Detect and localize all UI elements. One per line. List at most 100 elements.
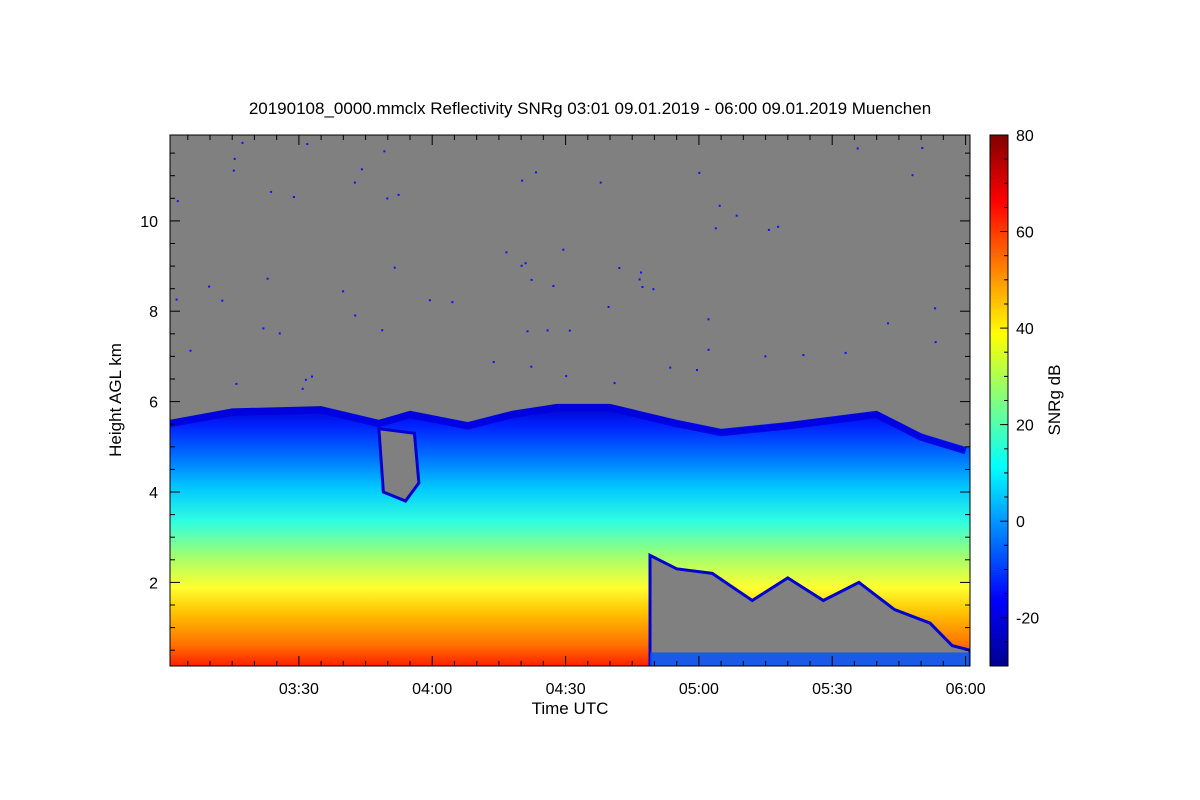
colorbar-label: SNRg dB <box>1045 365 1064 436</box>
noise-pixel <box>856 147 859 150</box>
noise-pixel <box>638 278 641 281</box>
noise-pixel <box>292 196 295 198</box>
plot-frame <box>169 134 971 667</box>
noise-pixel <box>641 286 644 288</box>
noise-pixel <box>844 351 847 354</box>
echo-field <box>170 141 970 666</box>
x-tick-label: 05:00 <box>679 681 719 698</box>
noise-pixel <box>175 298 178 301</box>
noise-pixels <box>175 141 937 390</box>
colorbar-ticks: -20 0 20 40 60 80 <box>1000 128 1039 667</box>
noise-pixel <box>354 314 357 317</box>
cloud-top-edge <box>170 404 967 455</box>
noise-pixel <box>535 171 537 174</box>
noise-pixel <box>718 204 721 207</box>
colorbar-tick-label: -20 <box>1016 611 1039 628</box>
y-axis: 2 4 6 8 10 <box>140 152 970 651</box>
noise-pixel <box>270 190 273 193</box>
noise-pixel <box>565 375 568 378</box>
noise-pixel <box>311 375 313 378</box>
noise-pixel <box>562 248 565 251</box>
noise-pixel <box>777 225 780 228</box>
noise-pixel <box>640 271 642 274</box>
colorbar-tick-label: 60 <box>1016 225 1034 242</box>
noise-pixel <box>568 329 571 332</box>
noise-pixel <box>381 329 384 332</box>
noise-pixel <box>492 361 495 363</box>
x-tick-label: 03:30 <box>279 681 319 698</box>
noise-pixel <box>607 306 610 308</box>
noise-pixel <box>505 251 508 254</box>
noise-pixel <box>233 157 236 160</box>
noise-pixel <box>613 382 616 385</box>
noise-pixel <box>735 214 738 217</box>
y-tick-label: 10 <box>140 214 158 231</box>
noise-pixel <box>911 174 914 177</box>
noise-pixel <box>241 141 244 144</box>
noise-pixel <box>397 193 400 196</box>
colorbar-tick-label: 20 <box>1016 418 1034 435</box>
colorbar: -20 0 20 40 60 80 SNRg dB <box>989 128 1064 667</box>
x-axis: 03:30 04:00 04:30 05:00 05:30 06:00 <box>187 135 986 698</box>
noise-pixel <box>669 366 672 369</box>
surface-clutter <box>650 652 970 666</box>
clear-hole <box>377 427 421 503</box>
noise-pixel <box>189 349 192 352</box>
noise-pixel <box>278 332 281 335</box>
noise-pixel <box>520 264 523 267</box>
cloud-base-edge <box>648 552 970 666</box>
x-tick-label: 06:00 <box>946 681 986 698</box>
noise-pixel <box>618 267 621 269</box>
noise-pixel <box>652 288 655 291</box>
noise-pixel <box>921 147 924 149</box>
noise-pixel <box>304 378 307 381</box>
noise-pixel <box>714 227 717 230</box>
noise-pixel <box>393 266 396 269</box>
noise-pixel <box>696 369 698 371</box>
x-tick-label: 05:30 <box>812 681 852 698</box>
noise-pixel <box>698 171 701 174</box>
chart-title: 20190108_0000.mmclx Reflectivity SNRg 03… <box>249 99 931 118</box>
noise-pixel <box>386 197 389 200</box>
noise-pixel <box>934 307 937 310</box>
x-tick-label: 04:30 <box>546 681 586 698</box>
noise-pixel <box>353 181 356 184</box>
noise-pixel <box>262 327 265 330</box>
noise-pixel <box>887 322 889 325</box>
noise-pixel <box>266 277 269 280</box>
noise-pixel <box>232 169 235 172</box>
y-tick-label: 8 <box>149 304 158 321</box>
noise-pixel <box>767 228 770 231</box>
x-axis-label: Time UTC <box>532 699 609 718</box>
noise-pixel <box>306 143 309 146</box>
noise-pixel <box>764 355 767 358</box>
noise-pixel <box>552 285 555 287</box>
noise-pixel <box>428 299 431 302</box>
noise-pixel <box>934 341 937 344</box>
noise-pixel <box>802 354 805 357</box>
noise-pixel <box>546 329 549 332</box>
noise-pixel <box>342 290 345 293</box>
noise-pixel <box>451 301 454 304</box>
noise-pixel <box>521 179 524 182</box>
noise-pixel <box>707 348 710 351</box>
noise-pixel <box>530 365 533 368</box>
noise-pixel <box>599 181 602 184</box>
noise-pixel <box>530 278 533 281</box>
plot-area <box>169 134 971 667</box>
y-axis-label: Height AGL km <box>106 343 125 457</box>
noise-pixel <box>360 168 363 171</box>
noise-pixel <box>707 318 710 321</box>
y-tick-label: 4 <box>149 485 158 502</box>
noise-pixel <box>524 262 527 265</box>
y-tick-label: 6 <box>149 395 158 412</box>
noise-pixel <box>176 200 179 203</box>
colorbar-tick-label: 0 <box>1016 514 1025 531</box>
colorbar-tick-label: 80 <box>1016 128 1034 145</box>
noise-pixel <box>301 387 304 390</box>
noise-pixel <box>221 299 224 302</box>
noise-pixel <box>208 285 211 288</box>
clear-gap-lower <box>650 555 970 666</box>
noise-pixel <box>383 150 386 153</box>
